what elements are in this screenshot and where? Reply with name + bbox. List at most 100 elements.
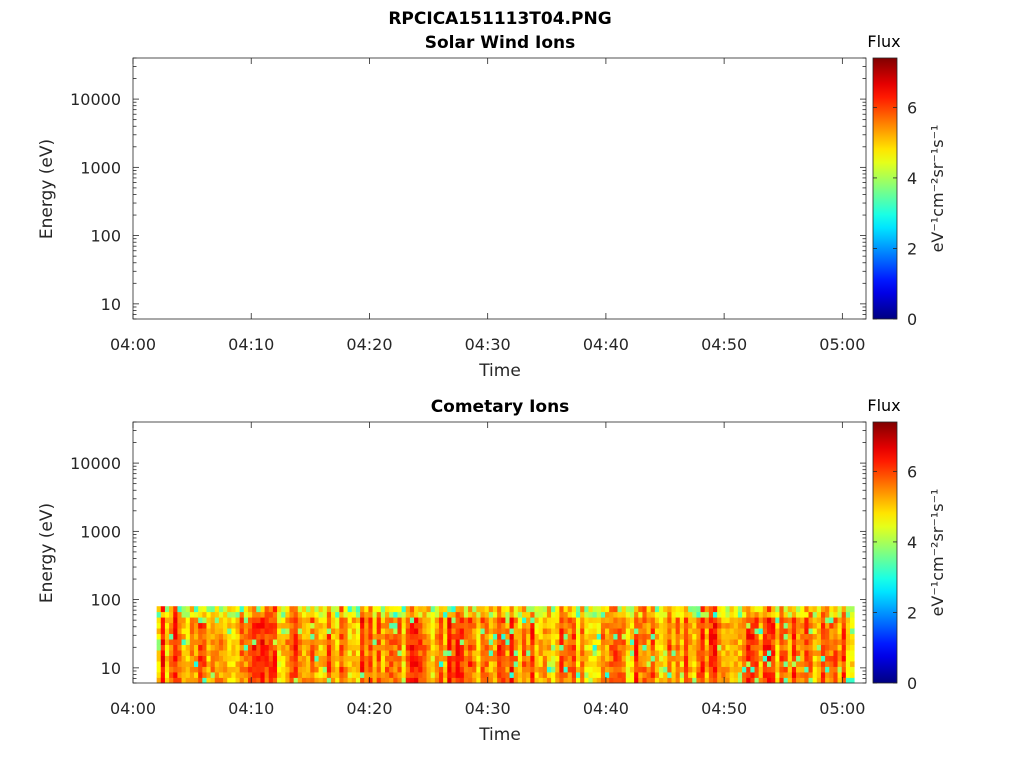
spectrogram-cell bbox=[277, 672, 282, 678]
spectrogram-cell bbox=[758, 672, 764, 678]
spectrogram-cell bbox=[194, 677, 199, 684]
spectrogram-cell bbox=[613, 633, 618, 640]
spectrogram-cell bbox=[700, 655, 706, 662]
spectrogram-cell bbox=[771, 672, 776, 678]
spectrogram-cell bbox=[833, 644, 838, 651]
spectrogram-cell bbox=[476, 661, 481, 667]
spectrogram-cell bbox=[679, 655, 685, 662]
spectrogram-cell bbox=[397, 617, 403, 624]
spectrogram-cell bbox=[683, 650, 689, 656]
spectrogram-cell bbox=[733, 622, 739, 629]
spectrogram-cell bbox=[455, 672, 461, 678]
spectrogram-cell bbox=[737, 617, 743, 624]
spectrogram-cell bbox=[160, 655, 166, 662]
spectrogram-cell bbox=[787, 622, 793, 629]
spectrogram-cell bbox=[476, 639, 481, 645]
spectrogram-cell bbox=[289, 622, 295, 629]
spectrogram-cell bbox=[650, 633, 656, 640]
spectrogram-cell bbox=[260, 617, 265, 624]
spectrogram-cell bbox=[480, 639, 486, 645]
spectrogram-cell bbox=[787, 611, 793, 618]
spectrogram-cell bbox=[430, 611, 436, 618]
spectrogram-cell bbox=[758, 633, 764, 640]
spectrogram-cell bbox=[488, 644, 494, 651]
spectrogram-cell bbox=[310, 672, 315, 678]
spectrogram-cell bbox=[729, 672, 735, 678]
spectrogram-cell bbox=[351, 672, 357, 678]
spectrogram-cell bbox=[189, 666, 195, 673]
spectrogram-cell bbox=[733, 644, 739, 651]
spectrogram-cell bbox=[746, 655, 751, 662]
spectrogram-cell bbox=[501, 655, 506, 662]
spectrogram-cell bbox=[227, 633, 232, 640]
spectrogram-cell bbox=[829, 611, 834, 618]
spectrogram-cell bbox=[667, 677, 672, 684]
spectrogram-cell bbox=[252, 644, 257, 651]
spectrogram-cell bbox=[430, 606, 436, 613]
spectrogram-cell bbox=[376, 661, 382, 667]
spectrogram-cell bbox=[198, 622, 203, 629]
spectrogram-cell bbox=[414, 677, 419, 684]
spectrogram-cell bbox=[829, 666, 834, 673]
spectrogram-cell bbox=[376, 639, 382, 645]
spectrogram-cell bbox=[796, 666, 801, 673]
spectrogram-cell bbox=[497, 611, 502, 618]
spectrogram-cell bbox=[372, 672, 378, 678]
spectrogram-cell bbox=[231, 611, 236, 618]
spectrogram-cell bbox=[468, 639, 473, 645]
spectrogram-cell bbox=[285, 661, 290, 667]
spectrogram-cell bbox=[326, 617, 332, 624]
spectrogram-cell bbox=[351, 633, 357, 640]
spectrogram-cell bbox=[584, 606, 589, 613]
spectrogram-cell bbox=[563, 661, 569, 667]
y-tick-label: 10000 bbox=[70, 454, 121, 473]
spectrogram-cell bbox=[696, 617, 701, 624]
spectrogram-cell bbox=[468, 617, 473, 624]
spectrogram-cell bbox=[268, 650, 274, 656]
spectrogram-cell bbox=[812, 606, 818, 613]
spectrogram-cell bbox=[447, 661, 452, 667]
spectrogram-cell bbox=[218, 666, 224, 673]
spectrogram-cell bbox=[808, 650, 814, 656]
spectrogram-cell bbox=[430, 617, 436, 624]
spectrogram-cell bbox=[434, 650, 440, 656]
spectrogram-cell bbox=[260, 633, 265, 640]
spectrogram-cell bbox=[580, 644, 585, 651]
spectrogram-cell bbox=[264, 661, 270, 667]
spectrogram-cell bbox=[679, 672, 685, 678]
spectrogram-cell bbox=[235, 644, 241, 651]
spectrogram-cell bbox=[721, 650, 726, 656]
spectrogram-cell bbox=[559, 628, 564, 635]
spectrogram-cell bbox=[343, 644, 349, 651]
spectrogram-cell bbox=[509, 666, 515, 673]
spectrogram-cell bbox=[401, 622, 407, 629]
spectrogram-cell bbox=[468, 661, 473, 667]
spectrogram-cell bbox=[239, 650, 245, 656]
spectrogram-cell bbox=[625, 644, 631, 651]
spectrogram-cell bbox=[389, 666, 394, 673]
spectrogram-cell bbox=[530, 633, 535, 640]
spectrogram-cell bbox=[409, 622, 415, 629]
spectrogram-cell bbox=[468, 622, 473, 629]
spectrogram-cell bbox=[613, 628, 618, 635]
spectrogram-cell bbox=[459, 672, 465, 678]
spectrogram-cell bbox=[343, 622, 349, 629]
spectrogram-cell bbox=[418, 672, 423, 678]
spectrogram-cell bbox=[243, 655, 249, 662]
spectrogram-cell bbox=[700, 617, 706, 624]
spectrogram-cell bbox=[181, 611, 187, 618]
spectrogram-cell bbox=[783, 617, 789, 624]
spectrogram-cell bbox=[787, 639, 793, 645]
spectrogram-cell bbox=[825, 650, 830, 656]
spectrogram-cell bbox=[679, 611, 685, 618]
spectrogram-cell bbox=[551, 661, 556, 667]
spectrogram-cell bbox=[526, 672, 531, 678]
spectrogram-cell bbox=[721, 628, 726, 635]
spectrogram-cell bbox=[779, 611, 784, 618]
spectrogram-cell bbox=[800, 666, 805, 673]
spectrogram-cell bbox=[845, 655, 851, 662]
spectrogram-cell bbox=[642, 639, 647, 645]
spectrogram-cell bbox=[526, 655, 531, 662]
spectrogram-cell bbox=[688, 639, 693, 645]
spectrogram-cell bbox=[600, 611, 606, 618]
